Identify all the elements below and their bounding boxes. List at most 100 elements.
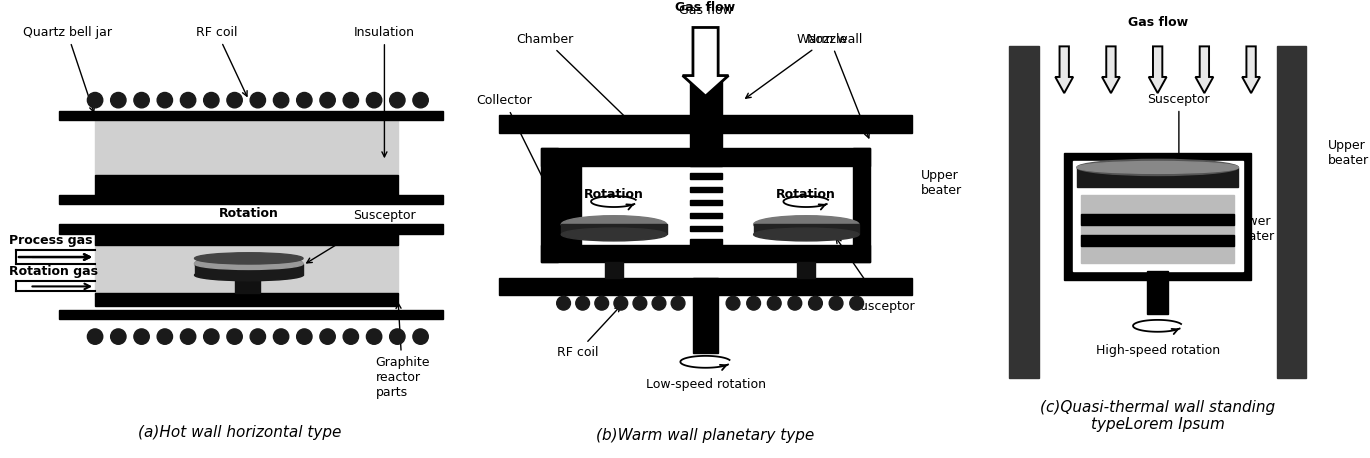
Bar	[1081, 195, 1234, 263]
Circle shape	[342, 329, 359, 344]
Circle shape	[181, 93, 196, 108]
Bar	[95, 234, 399, 294]
Circle shape	[412, 93, 429, 108]
Bar	[689, 174, 722, 179]
Circle shape	[366, 329, 382, 344]
Circle shape	[297, 93, 312, 108]
Circle shape	[111, 93, 126, 108]
Text: Lower
heater: Lower heater	[1204, 215, 1275, 243]
Circle shape	[575, 296, 589, 310]
Bar	[693, 278, 718, 353]
Bar	[689, 226, 722, 231]
Bar	[541, 148, 870, 166]
Circle shape	[366, 93, 382, 108]
Text: Gas flow: Gas flow	[675, 1, 736, 14]
Bar	[195, 264, 303, 275]
Circle shape	[134, 93, 149, 108]
Text: Susceptor: Susceptor	[307, 209, 415, 263]
Circle shape	[181, 329, 196, 344]
FancyArrow shape	[1148, 46, 1167, 93]
Text: (c)Quasi-thermal wall standing
typeLorem Ipsum: (c)Quasi-thermal wall standing typeLorem…	[1040, 400, 1275, 432]
Bar	[754, 224, 859, 234]
Circle shape	[788, 296, 801, 310]
Bar	[95, 120, 399, 175]
Ellipse shape	[195, 258, 303, 269]
Text: Nozzle: Nozzle	[745, 33, 848, 98]
Circle shape	[633, 296, 647, 310]
Text: Chamber: Chamber	[516, 33, 634, 125]
Text: Graphite
reactor
parts: Graphite reactor parts	[375, 303, 430, 398]
Text: Rotation: Rotation	[777, 188, 836, 201]
Circle shape	[274, 93, 289, 108]
Bar	[689, 200, 722, 205]
Bar	[236, 264, 260, 293]
Text: (b)Warm wall planetary type: (b)Warm wall planetary type	[596, 428, 815, 442]
Bar	[558, 165, 581, 245]
Circle shape	[614, 296, 627, 310]
Bar	[1081, 214, 1234, 225]
Ellipse shape	[1077, 159, 1238, 175]
Bar	[1147, 280, 1169, 314]
Bar	[59, 224, 444, 234]
Circle shape	[227, 93, 242, 108]
Text: Gas flow: Gas flow	[1128, 16, 1188, 29]
Text: Upper
beater: Upper beater	[1328, 139, 1369, 167]
Text: Quartz bell jar: Quartz bell jar	[23, 26, 112, 112]
Text: Upper
beater: Upper beater	[921, 169, 962, 197]
Bar	[1147, 272, 1169, 280]
Circle shape	[158, 329, 173, 344]
Circle shape	[671, 296, 685, 310]
FancyArrow shape	[1196, 46, 1214, 93]
Circle shape	[595, 296, 608, 310]
Ellipse shape	[1077, 162, 1238, 174]
FancyArrow shape	[1243, 46, 1260, 93]
Bar	[541, 148, 558, 262]
Circle shape	[389, 329, 406, 344]
Circle shape	[556, 296, 570, 310]
Bar	[95, 232, 399, 245]
Bar	[797, 262, 815, 278]
Bar	[59, 111, 444, 120]
Bar	[1077, 168, 1238, 186]
Ellipse shape	[754, 216, 859, 233]
Bar	[604, 262, 623, 278]
Circle shape	[652, 296, 666, 310]
Ellipse shape	[562, 228, 667, 241]
Circle shape	[297, 329, 312, 344]
Bar	[95, 175, 399, 195]
Circle shape	[389, 93, 406, 108]
Circle shape	[849, 296, 863, 310]
Bar	[95, 293, 399, 306]
Bar	[689, 80, 722, 148]
Circle shape	[321, 93, 336, 108]
Ellipse shape	[195, 254, 303, 273]
Text: Low-speed rotation: Low-speed rotation	[645, 378, 766, 391]
Circle shape	[158, 93, 173, 108]
Circle shape	[726, 296, 740, 310]
Bar	[1008, 46, 1038, 378]
Circle shape	[829, 296, 843, 310]
Circle shape	[134, 329, 149, 344]
Bar	[1073, 161, 1243, 272]
Text: (a)Hot wall horizontal type: (a)Hot wall horizontal type	[138, 425, 341, 440]
Bar	[500, 278, 911, 295]
Text: Susceptor: Susceptor	[836, 238, 915, 313]
Text: Susceptor: Susceptor	[1148, 93, 1210, 163]
Circle shape	[204, 329, 219, 344]
Circle shape	[88, 329, 103, 344]
Bar	[689, 239, 722, 245]
Circle shape	[808, 296, 822, 310]
Bar	[562, 224, 667, 234]
Circle shape	[111, 329, 126, 344]
Circle shape	[251, 329, 266, 344]
Circle shape	[204, 93, 219, 108]
Text: RF coil: RF coil	[556, 306, 621, 359]
FancyArrow shape	[682, 27, 729, 96]
Text: Warm wall: Warm wall	[797, 33, 870, 138]
Bar	[689, 186, 722, 192]
Bar	[854, 148, 870, 262]
Bar	[500, 115, 911, 133]
Text: Rotation: Rotation	[219, 207, 278, 220]
Circle shape	[227, 329, 242, 344]
Circle shape	[342, 93, 359, 108]
